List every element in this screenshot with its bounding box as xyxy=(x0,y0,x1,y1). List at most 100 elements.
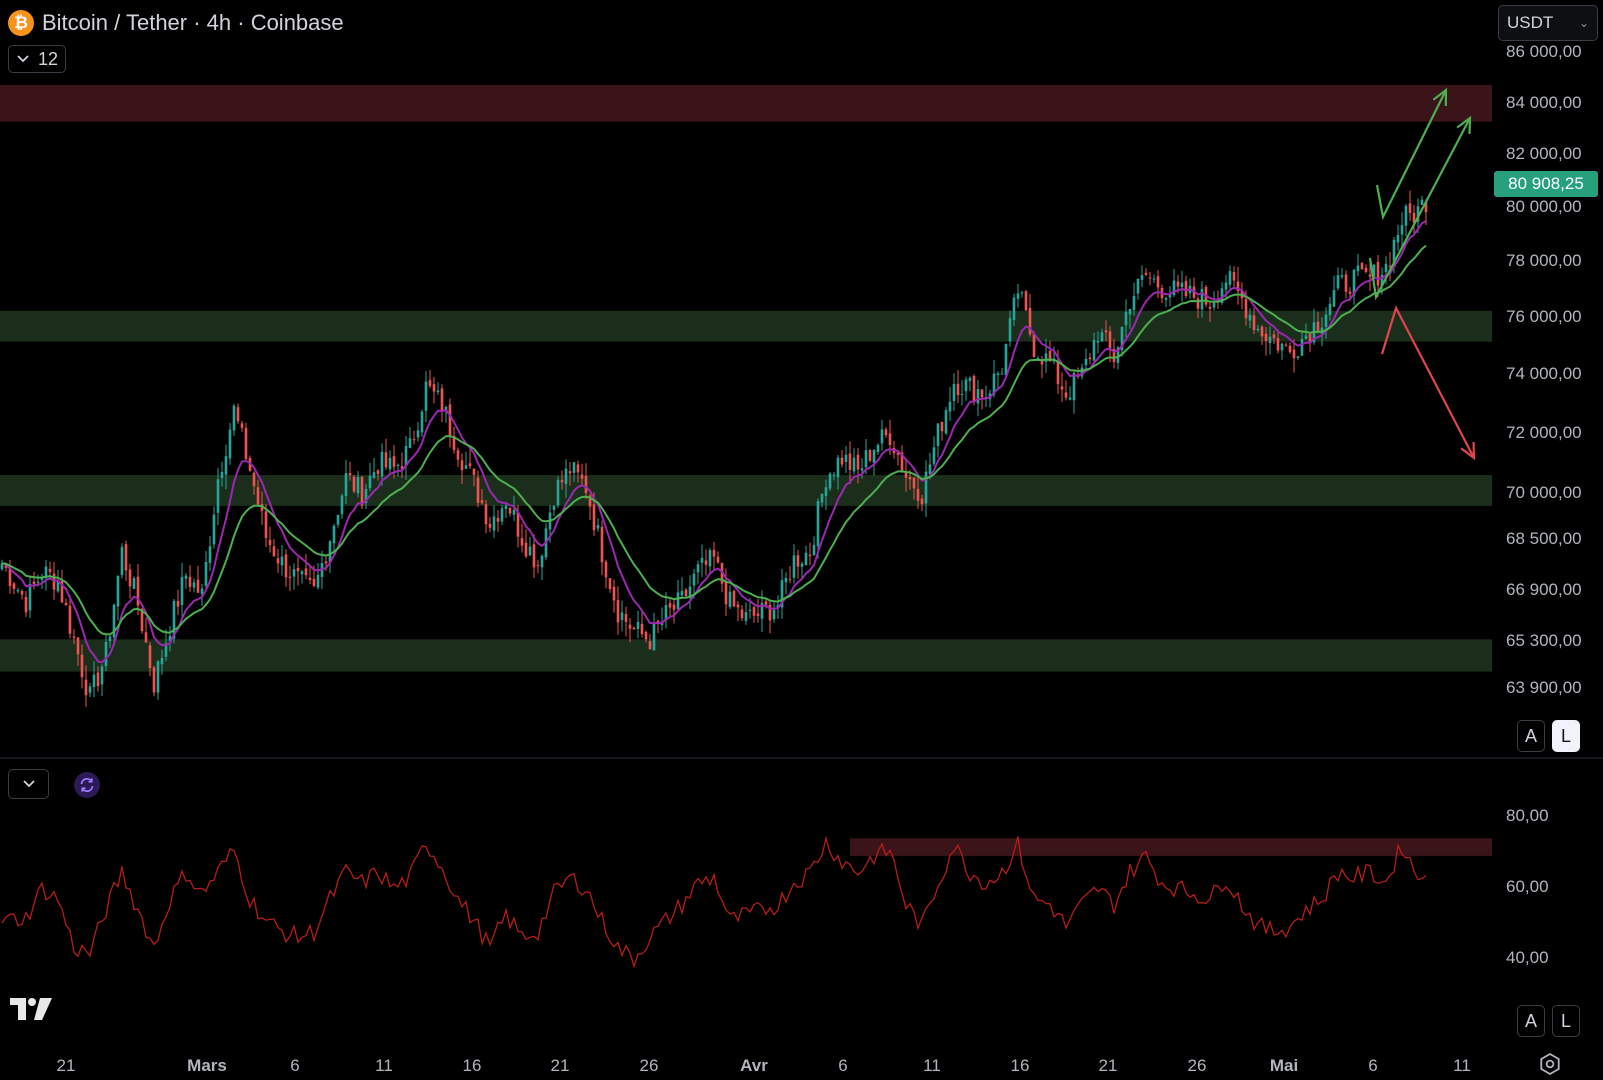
candle-body xyxy=(128,569,132,587)
candle-body xyxy=(368,475,372,489)
candle-body xyxy=(784,577,788,583)
candle-body xyxy=(692,573,696,586)
rsi-line[interactable] xyxy=(1,835,1427,969)
candle-body xyxy=(864,450,868,468)
log-scale-button[interactable]: L xyxy=(1552,720,1580,752)
time-axis-label: 6 xyxy=(838,1056,847,1075)
currency-select[interactable]: USDT ⌄ xyxy=(1498,5,1598,41)
candle-body xyxy=(192,582,196,588)
price-zones xyxy=(0,84,1492,672)
candle-body xyxy=(848,453,852,470)
candle-body xyxy=(968,377,972,381)
candle-body xyxy=(616,600,620,623)
time-axis-label: 16 xyxy=(1011,1056,1030,1075)
candle-body xyxy=(116,575,120,607)
indicators-toggle-button[interactable]: 12 xyxy=(8,45,66,73)
candle-body xyxy=(880,429,884,444)
candle-body xyxy=(1332,290,1336,307)
candle-body xyxy=(584,476,588,493)
candle-body xyxy=(1224,282,1228,290)
candle-body xyxy=(744,612,748,621)
candle-body xyxy=(1096,341,1100,343)
candle-body xyxy=(276,558,280,564)
candle-body xyxy=(36,581,40,583)
candle-body xyxy=(980,389,984,398)
candle-body xyxy=(504,505,508,509)
candle-body xyxy=(900,452,904,472)
price-axis-label: 72 000,00 xyxy=(1506,423,1582,442)
candle-body xyxy=(388,457,392,470)
candle-body xyxy=(1220,288,1224,303)
rsi-log-scale-button[interactable]: L xyxy=(1552,1005,1580,1037)
candle-body xyxy=(1028,307,1032,335)
candle-body xyxy=(628,624,632,629)
refresh-icon[interactable] xyxy=(74,772,100,798)
candle-body xyxy=(312,578,316,586)
rsi-collapse-button[interactable] xyxy=(8,769,49,799)
candle-body xyxy=(384,452,388,468)
support-zone-3[interactable] xyxy=(0,639,1492,672)
trend-arrow-up-1[interactable] xyxy=(1375,89,1447,221)
resistance-zone-0[interactable] xyxy=(0,84,1492,122)
candle-body xyxy=(1232,271,1236,281)
candle-body xyxy=(956,383,960,396)
rsi-auto-scale-button[interactable]: A xyxy=(1517,1005,1545,1037)
rsi-overbought-zone xyxy=(850,838,1492,856)
gear-icon[interactable] xyxy=(1538,1052,1562,1076)
trend-arrow-down[interactable] xyxy=(1380,305,1475,459)
candle-body xyxy=(200,588,204,594)
candle-body xyxy=(420,411,424,433)
candle-body xyxy=(32,581,36,585)
refresh-glyph xyxy=(80,777,94,793)
support-zone-1[interactable] xyxy=(0,310,1492,342)
indicators-count: 12 xyxy=(37,48,59,69)
price-axis-label: 70 000,00 xyxy=(1506,483,1582,502)
time-axis-label: 21 xyxy=(551,1056,570,1075)
time-axis-label: Avr xyxy=(740,1056,768,1075)
candle-body xyxy=(148,645,152,669)
moving-averages xyxy=(1,220,1427,664)
candle-body xyxy=(336,514,340,525)
symbol-title[interactable]: Bitcoin / Tether · 4h · Coinbase xyxy=(42,10,344,35)
candle-body xyxy=(1108,331,1112,349)
candle-body xyxy=(492,516,496,531)
candle-body xyxy=(364,489,368,504)
candle-body xyxy=(1420,199,1424,205)
candle-body xyxy=(588,495,592,507)
candle-body xyxy=(288,576,292,578)
candle-body xyxy=(1304,335,1308,339)
candle-body xyxy=(884,429,888,436)
arrow-head-up-2 xyxy=(1456,115,1472,135)
candle-body xyxy=(1180,282,1184,288)
candle-body xyxy=(4,564,8,568)
candle-body xyxy=(728,591,732,607)
candle-body xyxy=(592,504,596,531)
symbol-header[interactable]: ₿ Bitcoin / Tether · 4h · Coinbase xyxy=(8,6,344,40)
candle-body xyxy=(1344,274,1348,292)
time-axis-label: 6 xyxy=(290,1056,299,1075)
tradingview-logo[interactable] xyxy=(10,996,56,1022)
ma-fast-line[interactable] xyxy=(1,220,1427,664)
candle-body xyxy=(1228,271,1232,285)
candle-body xyxy=(556,480,560,506)
candle-body xyxy=(316,574,320,588)
candle-body xyxy=(760,602,764,619)
candle-body xyxy=(1264,333,1268,342)
ma-slow-line[interactable] xyxy=(1,244,1427,636)
auto-scale-button[interactable]: A xyxy=(1517,720,1545,752)
candle-body xyxy=(664,605,668,621)
candle-body xyxy=(476,477,480,503)
candle-body xyxy=(1064,392,1068,398)
time-axis-label: 6 xyxy=(1368,1056,1377,1075)
trend-arrow-up-2[interactable] xyxy=(1368,117,1471,301)
candle-body xyxy=(604,561,608,578)
candle-body xyxy=(1356,265,1360,272)
candle-body xyxy=(428,380,432,387)
support-zone-2[interactable] xyxy=(0,475,1492,506)
candle-body xyxy=(1244,299,1248,319)
candle-body xyxy=(1196,298,1200,309)
price-axis-label: 78 000,00 xyxy=(1506,251,1582,270)
candle-body xyxy=(960,393,964,395)
candle-body xyxy=(868,450,872,461)
